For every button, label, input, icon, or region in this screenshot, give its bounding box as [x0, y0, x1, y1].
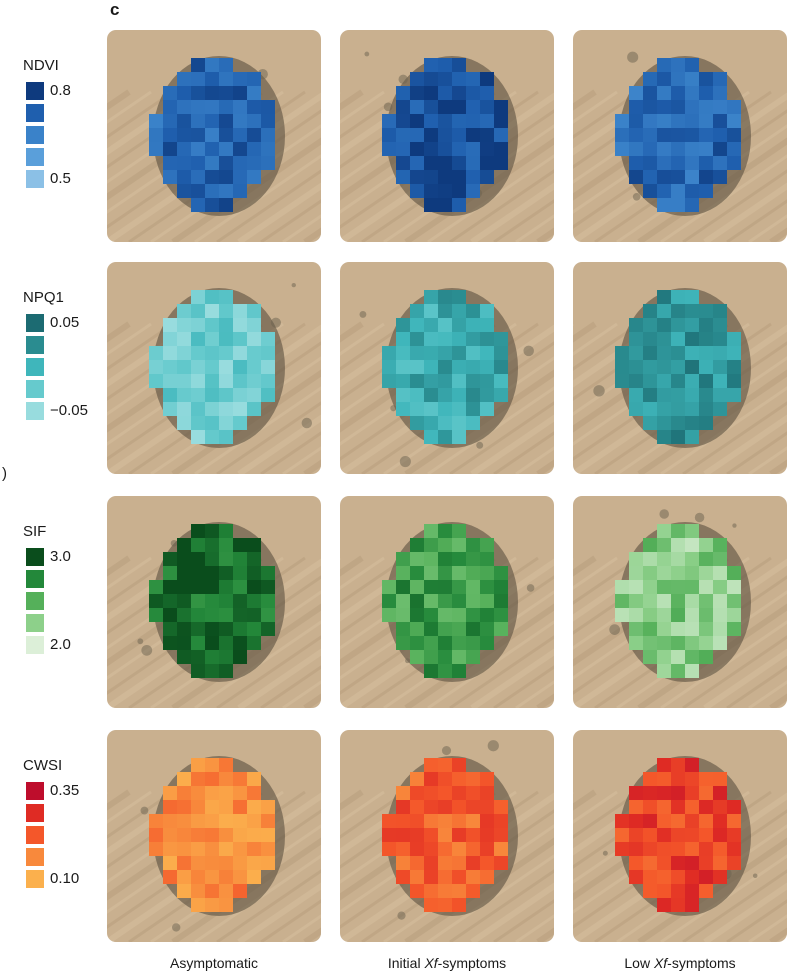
colorbar-min-label: 0.10: [50, 870, 80, 887]
colorbar-swatch: [26, 148, 44, 166]
aerial-tree-tile: [107, 30, 321, 242]
column-label-prefix: Initial: [387, 955, 425, 971]
colorbar-legend: SIF 3.0 2.0: [20, 518, 110, 708]
colorbar-max-label: 0.35: [50, 782, 80, 799]
colorbar-swatch: [26, 636, 44, 654]
colorbar-swatch: [26, 870, 44, 888]
legend-title: NPQ1: [23, 289, 64, 306]
aerial-tree-tile: [340, 496, 554, 708]
colorbar-swatch: [26, 358, 44, 376]
legend-title: NDVI: [23, 57, 59, 74]
aerial-tree-tile: [107, 496, 321, 708]
column-label-suffix: -symptoms: [437, 955, 507, 971]
panel-letter: c: [110, 0, 120, 19]
aerial-tree-tile: [340, 730, 554, 942]
aerial-tree-tile: [573, 262, 787, 474]
aerial-tree-tile: [107, 730, 321, 942]
tile-image: [573, 262, 787, 474]
legend-title: CWSI: [23, 757, 63, 774]
colorbar-swatch: [26, 380, 44, 398]
aerial-tree-tile: [340, 30, 554, 242]
colorbar-swatch: [26, 592, 44, 610]
tile-image: [107, 262, 321, 474]
colorbar-swatch: [26, 336, 44, 354]
column-label-prefix: Low: [624, 955, 654, 971]
colorbar-legend: CWSI 0.35 0.10: [20, 752, 110, 942]
column-label: Asymptomatic: [170, 955, 258, 971]
colorbar-legend: NPQ1 0.05 −0.05: [20, 284, 110, 474]
colorbar-swatch: [26, 402, 44, 420]
colorbar-legend: NDVI 0.8 0.5: [20, 52, 110, 242]
tile-image: [340, 730, 554, 942]
column-label-text: Asymptomatic: [170, 955, 258, 971]
colorbar-swatch: [26, 314, 44, 332]
aerial-tree-tile: [107, 262, 321, 474]
column-label-italic: Xf: [424, 955, 438, 971]
tile-image: [107, 496, 321, 708]
column-label-italic: Xf: [653, 955, 668, 971]
tile-image: [573, 30, 787, 242]
colorbar-swatch: [26, 848, 44, 866]
aerial-tree-tile: [573, 730, 787, 942]
colorbar-max-label: 3.0: [50, 548, 71, 565]
aerial-tree-tile: [573, 30, 787, 242]
column-label: Initial Xf-symptoms: [388, 955, 506, 971]
colorbar-swatch: [26, 170, 44, 188]
tile-image: [340, 496, 554, 708]
tile-image: [573, 496, 787, 708]
colorbar-swatch: [26, 614, 44, 632]
aerial-tree-tile: [340, 262, 554, 474]
colorbar-swatch: [26, 804, 44, 822]
colorbar-swatch: [26, 548, 44, 566]
tile-image: [107, 730, 321, 942]
colorbar-max-label: 0.8: [50, 82, 71, 99]
colorbar-min-label: 2.0: [50, 636, 71, 653]
colorbar-min-label: −0.05: [50, 402, 88, 419]
column-label-suffix: -symptoms: [667, 955, 736, 971]
colorbar-min-label: 0.5: [50, 170, 71, 187]
legend-title: SIF: [23, 523, 47, 540]
tile-image: [340, 262, 554, 474]
aerial-tree-tile: [573, 496, 787, 708]
tile-image: [573, 730, 787, 942]
colorbar-swatch: [26, 826, 44, 844]
side-panel-letter-fragment: ): [2, 465, 7, 482]
colorbar-swatch: [26, 782, 44, 800]
column-label: Low Xf-symptoms: [624, 955, 735, 971]
colorbar-swatch: [26, 104, 44, 122]
colorbar-swatch: [26, 82, 44, 100]
colorbar-swatch: [26, 570, 44, 588]
tile-image: [340, 30, 554, 242]
colorbar-swatch: [26, 126, 44, 144]
colorbar-max-label: 0.05: [50, 314, 80, 331]
tile-image: [107, 30, 321, 242]
